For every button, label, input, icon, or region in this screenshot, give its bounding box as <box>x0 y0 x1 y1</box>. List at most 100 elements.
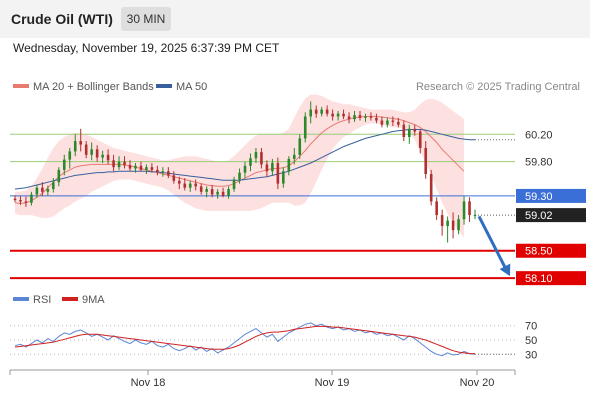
candle-body <box>35 187 39 195</box>
candle-body <box>364 116 367 118</box>
candle-body <box>358 115 362 118</box>
candle-body <box>183 183 187 188</box>
candle-body <box>353 115 356 120</box>
candle-body <box>161 171 165 173</box>
candle-body <box>90 149 93 155</box>
candle-body <box>391 120 395 122</box>
header-bar <box>0 0 590 38</box>
candle-body <box>254 152 258 159</box>
rsi-tick-50: 50 <box>525 335 537 347</box>
ma50-legend-label: MA 50 <box>176 81 207 93</box>
candle-body <box>232 179 236 190</box>
rsi-ma-legend-swatch <box>62 297 78 301</box>
candle-body <box>73 141 77 152</box>
rsi-line <box>14 322 476 357</box>
rsi-tick-30: 30 <box>525 349 537 361</box>
candle-body <box>41 187 44 192</box>
candle-body <box>24 201 28 203</box>
level-label-59.30: 59.30 <box>525 191 553 203</box>
level-tag-58.50 <box>516 243 586 258</box>
rsi-ma-line <box>14 325 475 355</box>
level-label-60.20: 60.20 <box>525 129 553 141</box>
candle-body <box>84 144 88 155</box>
x-axis: Nov 18 Nov 19 Nov 20 <box>9 369 516 389</box>
candle-body <box>457 219 460 231</box>
candle-body <box>397 121 400 125</box>
instrument-title: Crude Oil (WTI) <box>11 11 113 27</box>
x-tick-label: Nov 20 <box>460 377 495 389</box>
candle-body <box>386 120 389 125</box>
main-plot: 60.20 59.80 59.30 58.50 58.10 59.02 <box>10 94 586 286</box>
level-tag-59.30 <box>516 188 586 203</box>
candle-body <box>30 194 33 203</box>
candle-body <box>117 161 121 168</box>
rsi-tick-70: 70 <box>525 321 537 333</box>
rsi-plot: 30 50 70 <box>10 321 537 361</box>
candle-body <box>145 167 148 170</box>
candle-body <box>101 154 104 158</box>
candle-body <box>260 152 263 165</box>
candle-body <box>150 167 154 170</box>
candle-body <box>314 109 318 114</box>
candle-body <box>57 169 61 183</box>
candle-body <box>123 161 126 166</box>
candle-body <box>309 109 313 117</box>
ma50-legend-swatch <box>156 84 172 88</box>
candle-body <box>134 165 137 169</box>
candle-body <box>380 120 384 125</box>
candle-body <box>265 164 269 172</box>
candle-body <box>79 141 83 145</box>
candle-body <box>287 158 291 172</box>
candle-body <box>342 113 345 117</box>
rsi-legend-swatch <box>13 297 29 301</box>
timestamp: Wednesday, November 19, 2025 6:37:39 PM … <box>13 41 280 55</box>
bollinger-band <box>15 94 464 237</box>
current-price-tag <box>516 208 586 223</box>
candle-body <box>292 154 296 159</box>
ma20-legend-swatch <box>13 84 29 88</box>
candle-body <box>276 163 280 184</box>
candle-body <box>347 116 351 120</box>
forecast-arrow-head <box>499 263 511 277</box>
candle-body <box>68 151 72 160</box>
candle-body <box>199 186 203 192</box>
candle-body <box>210 189 214 195</box>
candle-body <box>238 172 241 180</box>
candle-body <box>468 201 471 216</box>
interval-selector[interactable]: 30 MIN <box>121 7 171 31</box>
rsi-ma-legend-label: 9MA <box>82 294 105 306</box>
copyright: Research © 2025 Trading Central <box>416 81 580 93</box>
candle-body <box>271 163 274 172</box>
candle-body <box>167 171 170 176</box>
candle-body <box>156 169 159 172</box>
level-label-58.50: 58.50 <box>525 246 553 258</box>
candle-body <box>424 147 428 174</box>
candle-body <box>413 128 417 132</box>
candle-body <box>407 128 411 137</box>
ma20-legend-label: MA 20 + Bollinger Bands <box>33 81 154 93</box>
candle-body <box>62 159 66 170</box>
candle-body <box>177 180 181 184</box>
candle-body <box>446 220 449 227</box>
candle-body <box>188 183 192 188</box>
candle-body <box>128 165 132 169</box>
candle-body <box>112 160 115 168</box>
x-tick-label: Nov 18 <box>131 377 166 389</box>
candle-body <box>139 165 143 170</box>
candle-body <box>435 201 438 216</box>
candle-body <box>106 154 110 161</box>
ma50-line <box>14 129 475 190</box>
current-price-label: 59.02 <box>525 210 553 222</box>
x-tick-label: Nov 19 <box>315 377 350 389</box>
candle-body <box>227 189 230 196</box>
candle-body <box>13 198 17 201</box>
candle-body <box>194 183 198 187</box>
candle-body <box>451 220 455 231</box>
level-tag-58.10 <box>516 271 586 286</box>
candle-body <box>298 138 302 155</box>
candle-body <box>172 175 176 181</box>
candle-body <box>95 149 99 158</box>
candle-body <box>325 109 329 114</box>
candle-body <box>52 182 55 190</box>
